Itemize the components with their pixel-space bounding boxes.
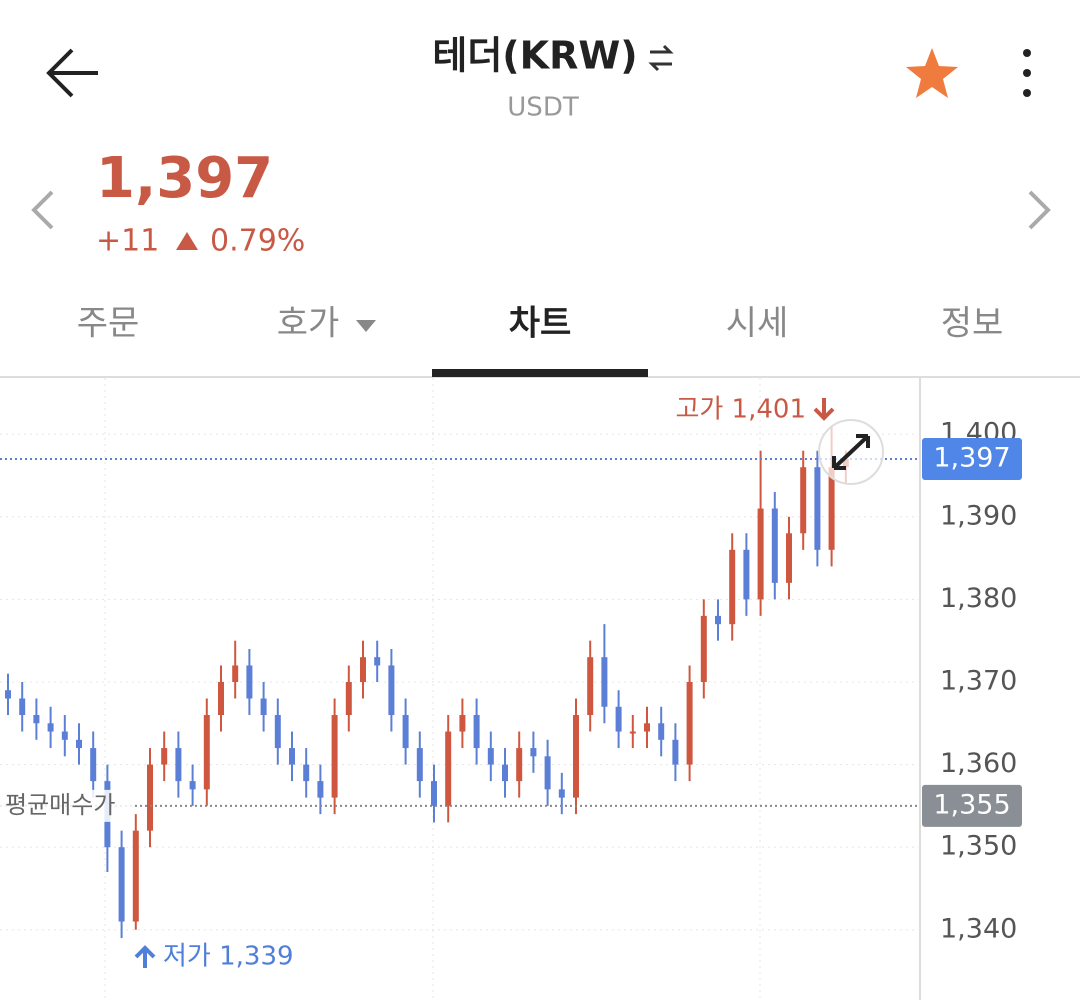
candle-body (800, 467, 807, 534)
candle-body (516, 748, 523, 782)
candle-body (61, 731, 68, 740)
candle-body (629, 731, 636, 734)
tab-active[interactable]: 차트 (509, 304, 572, 344)
tab[interactable]: 시세 (726, 304, 789, 344)
candle-body (189, 781, 196, 790)
candle-body (360, 657, 366, 682)
candle-body (814, 467, 821, 550)
low-annotation: 저가 1,339 (163, 942, 294, 972)
v-grid (104, 378, 761, 1000)
y-tick-label: 1,360 (940, 748, 1017, 779)
tab[interactable]: 호가 (277, 304, 340, 344)
price-change: +11 (96, 224, 159, 259)
candle-body (416, 748, 423, 782)
average-label-bg (0, 789, 132, 822)
candle-body (644, 723, 650, 732)
candle-body (161, 748, 168, 765)
candle-body (388, 665, 395, 716)
expand-icon (832, 434, 870, 470)
candle-body (487, 748, 494, 765)
candle-body (431, 781, 437, 806)
candle-body (558, 789, 565, 798)
candle-body (573, 715, 579, 798)
tab-indicator (432, 369, 648, 377)
high-arrow (813, 398, 835, 421)
low-arrow (134, 945, 156, 968)
candle-body (47, 723, 54, 732)
tab[interactable]: 정보 (941, 304, 1004, 344)
candle-body (786, 533, 792, 583)
candle-body (260, 698, 267, 716)
candle-body (246, 665, 253, 699)
candle-body (672, 739, 679, 765)
dropdown-caret (356, 320, 376, 332)
y-tick-label: 1,380 (940, 583, 1017, 614)
y-tick-label: 1,350 (940, 831, 1017, 862)
candle-body (587, 657, 594, 716)
candle-body (5, 690, 11, 699)
y-tick-label: 1,390 (940, 500, 1017, 531)
up-triangle (176, 232, 198, 250)
candle-body (729, 549, 736, 625)
candle-body (530, 748, 537, 757)
candle-body (459, 715, 466, 732)
candle-body (658, 723, 665, 740)
title: 테더(KRW) (432, 34, 637, 78)
candle-body (743, 549, 750, 600)
current-price: 1,397 (96, 146, 273, 211)
candle-body (771, 508, 778, 583)
candle-body (76, 739, 82, 749)
candle-body (345, 681, 352, 716)
average-text: 평균매수가 (5, 791, 115, 819)
candle-body (33, 715, 40, 724)
candle-body (473, 715, 480, 749)
y-tick-label: 1,340 (940, 913, 1017, 944)
candle-body (445, 731, 452, 806)
candle-body (828, 467, 835, 550)
candle-body (118, 847, 125, 922)
candle-body (317, 781, 324, 798)
candle-body (232, 665, 239, 682)
candle-body (601, 657, 608, 707)
candle-body (90, 748, 97, 782)
candle-body (147, 764, 153, 831)
favorite-star[interactable] (906, 48, 958, 98)
candle-body (331, 715, 338, 798)
change-rate: 0.79% (210, 224, 305, 259)
candle-body (274, 715, 281, 749)
candle-body (289, 748, 295, 765)
y-tick-label: 1,370 (940, 665, 1017, 696)
high-annotation: 고가 1,401 (675, 395, 806, 425)
subtitle: USDT (507, 93, 579, 123)
average-price-label: 1,355 (933, 789, 1010, 820)
current-price-label: 1,397 (933, 442, 1010, 473)
chart: 1,3401,3501,3601,3701,3801,3901,4001,397… (0, 395, 1022, 972)
candle-body (218, 681, 224, 716)
average-price-tag (922, 784, 1022, 827)
next-arrow[interactable] (1028, 190, 1051, 230)
candle-body (502, 764, 508, 782)
back-button[interactable] (46, 48, 98, 98)
candle-body (402, 715, 409, 749)
candle-body (686, 681, 693, 765)
candle-body (132, 830, 139, 922)
candle-body (715, 615, 721, 625)
current-price-tag (922, 437, 1022, 480)
more-menu[interactable] (1023, 49, 1031, 97)
candle-body (544, 756, 551, 790)
swap-icon[interactable] (648, 44, 674, 72)
candle-body (615, 706, 622, 732)
candle-body (203, 715, 210, 790)
candle-body (303, 764, 310, 782)
candle-body (19, 698, 26, 716)
candle-body (175, 748, 182, 782)
prev-arrow[interactable] (31, 190, 54, 230)
tab[interactable]: 주문 (77, 304, 140, 344)
candle-body (374, 657, 381, 666)
candle-body (700, 615, 707, 682)
candle-body (757, 508, 764, 600)
